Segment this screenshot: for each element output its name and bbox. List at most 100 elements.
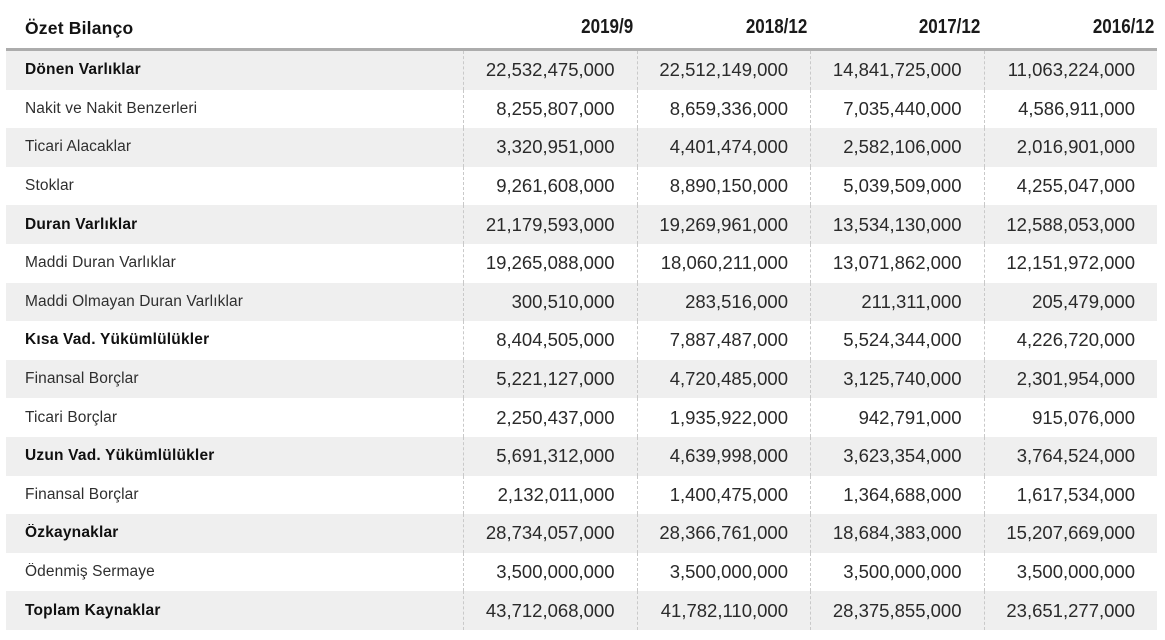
cell-value: 18,684,383,000 — [810, 514, 984, 553]
cell-value: 4,586,911,000 — [983, 89, 1158, 129]
cell-value: 9,261,608,000 — [463, 166, 637, 206]
column-header-period-1: 2019/9 — [463, 16, 637, 39]
cell-value: 22,512,149,000 — [636, 51, 811, 90]
table-body: Dönen Varlıklar 22,532,475,000 22,512,149,… — [6, 48, 1157, 630]
cell-value: 915,076,000 — [983, 398, 1158, 437]
table-row: Ticari Borçlar 2,250,437,000 1,935,922,000… — [6, 398, 1157, 437]
cell-value: 8,255,807,000 — [463, 89, 637, 129]
cell-value: 1,617,534,000 — [983, 475, 1158, 515]
cell-value: 2,301,954,000 — [983, 359, 1158, 399]
table-row: Maddi Olmayan Duran Varlıklar 300,510,000… — [6, 282, 1158, 322]
row-label: Nakit ve Nakit Benzerleri — [25, 99, 198, 117]
row-label: Stoklar — [25, 177, 74, 195]
table-row: Maddi Duran Varlıklar 19,265,088,000 18,06… — [6, 243, 1158, 283]
row-label: Maddi Duran Varlıklar — [25, 254, 176, 272]
cell-value: 5,524,344,000 — [810, 321, 984, 360]
cell-value: 3,500,000,000 — [810, 552, 984, 592]
cell-value: 41,782,110,000 — [636, 591, 811, 630]
cell-value: 19,265,088,000 — [463, 243, 637, 283]
cell-value: 8,404,505,000 — [463, 321, 637, 360]
cell-value: 8,659,336,000 — [636, 89, 811, 129]
cell-value: 4,401,474,000 — [636, 128, 811, 167]
cell-value: 3,125,740,000 — [810, 359, 984, 399]
column-header-label: 2018/12 — [745, 16, 807, 38]
table-row: Dönen Varlıklar 22,532,475,000 22,512,149,… — [6, 51, 1157, 90]
cell-value: 14,841,725,000 — [810, 51, 984, 90]
row-label: Kısa Vad. Yükümlülükler — [25, 331, 210, 349]
cell-value: 18,060,211,000 — [636, 243, 811, 283]
cell-value: 300,510,000 — [463, 282, 637, 322]
table-row: Uzun Vad. Yükümlülükler 5,691,312,000 4,63… — [6, 436, 1158, 476]
table-row: Duran Varlıklar 21,179,593,000 19,269,961,… — [6, 205, 1157, 244]
column-header-period-4: 2016/12 — [984, 16, 1158, 39]
cell-value: 283,516,000 — [636, 282, 811, 322]
cell-value: 3,623,354,000 — [810, 436, 984, 476]
cell-value: 205,479,000 — [983, 282, 1158, 322]
cell-value: 5,039,509,000 — [810, 166, 984, 206]
row-label: Duran Varlıklar — [25, 215, 138, 233]
table-row: Finansal Borçlar 2,132,011,000 1,400,475,0… — [6, 475, 1158, 515]
cell-value: 22,532,475,000 — [463, 51, 637, 90]
table-header-row: Özet Bilanço 2019/9 2018/12 2017/12 2016… — [6, 0, 1157, 48]
cell-value: 19,269,961,000 — [636, 205, 811, 244]
table-title: Özet Bilanço — [25, 18, 134, 38]
column-header-period-2: 2018/12 — [637, 16, 811, 39]
row-label: Finansal Borçlar — [25, 370, 139, 388]
table-row: Kısa Vad. Yükümlülükler 8,404,505,000 7,88… — [6, 321, 1157, 360]
column-header-period-3: 2017/12 — [810, 16, 984, 39]
row-label: Dönen Varlıklar — [25, 61, 141, 79]
cell-value: 4,639,998,000 — [636, 436, 811, 476]
cell-value: 5,691,312,000 — [463, 436, 637, 476]
cell-value: 2,132,011,000 — [463, 475, 637, 515]
cell-value: 11,063,224,000 — [983, 51, 1158, 90]
cell-value: 7,887,487,000 — [636, 321, 811, 360]
row-label: Toplam Kaynaklar — [25, 601, 161, 619]
row-label: Finansal Borçlar — [25, 485, 139, 503]
cell-value: 28,734,057,000 — [463, 514, 637, 553]
table-row: Toplam Kaynaklar 43,712,068,000 41,782,110… — [6, 591, 1157, 630]
cell-value: 1,364,688,000 — [810, 475, 984, 515]
cell-value: 3,500,000,000 — [463, 552, 637, 592]
cell-value: 21,179,593,000 — [463, 205, 637, 244]
cell-value: 12,151,972,000 — [983, 243, 1158, 283]
cell-value: 2,016,901,000 — [983, 128, 1158, 167]
column-header-label: 2016/12 — [1092, 16, 1154, 38]
cell-value: 2,250,437,000 — [463, 398, 637, 437]
cell-value: 13,071,862,000 — [810, 243, 984, 283]
cell-value: 15,207,669,000 — [983, 514, 1158, 553]
cell-value: 13,534,130,000 — [810, 205, 984, 244]
cell-value: 7,035,440,000 — [810, 89, 984, 129]
row-label: Ödenmiş Sermaye — [25, 563, 155, 581]
summary-balance-sheet-table: Özet Bilanço 2019/9 2018/12 2017/12 2016… — [6, 0, 1157, 630]
table-row: Ticari Alacaklar 3,320,951,000 4,401,474,0… — [6, 128, 1157, 167]
table-row: Stoklar 9,261,608,000 8,890,150,000 5,039,5… — [6, 166, 1158, 206]
cell-value: 28,375,855,000 — [810, 591, 984, 630]
cell-value: 1,400,475,000 — [636, 475, 811, 515]
cell-value: 23,651,277,000 — [983, 591, 1158, 630]
cell-value: 2,582,106,000 — [810, 128, 984, 167]
table-row: Nakit ve Nakit Benzerleri 8,255,807,000 8,… — [6, 89, 1158, 129]
cell-value: 43,712,068,000 — [463, 591, 637, 630]
cell-value: 4,255,047,000 — [983, 166, 1158, 206]
cell-value: 4,720,485,000 — [636, 359, 811, 399]
cell-value: 28,366,761,000 — [636, 514, 811, 553]
row-label: Ticari Borçlar — [25, 408, 118, 426]
cell-value: 12,588,053,000 — [983, 205, 1158, 244]
cell-value: 3,764,524,000 — [983, 436, 1158, 476]
cell-value: 3,500,000,000 — [983, 552, 1158, 592]
cell-value: 942,791,000 — [810, 398, 984, 437]
cell-value: 8,890,150,000 — [636, 166, 811, 206]
cell-value: 211,311,000 — [810, 282, 984, 322]
row-label: Uzun Vad. Yükümlülükler — [25, 447, 215, 465]
row-label: Ticari Alacaklar — [25, 138, 132, 156]
column-header-label: 2017/12 — [919, 16, 981, 38]
table-row: Özkaynaklar 28,734,057,000 28,366,761,000 1… — [6, 514, 1157, 553]
cell-value: 5,221,127,000 — [463, 359, 637, 399]
cell-value: 3,500,000,000 — [636, 552, 811, 592]
column-header-label: 2019/9 — [581, 16, 634, 38]
cell-value: 4,226,720,000 — [983, 321, 1158, 360]
table-row: Finansal Borçlar 5,221,127,000 4,720,485,0… — [6, 359, 1158, 399]
row-label: Özkaynaklar — [25, 524, 119, 542]
row-label: Maddi Olmayan Duran Varlıklar — [25, 292, 243, 310]
table-row: Ödenmiş Sermaye 3,500,000,000 3,500,000,00… — [6, 552, 1158, 592]
